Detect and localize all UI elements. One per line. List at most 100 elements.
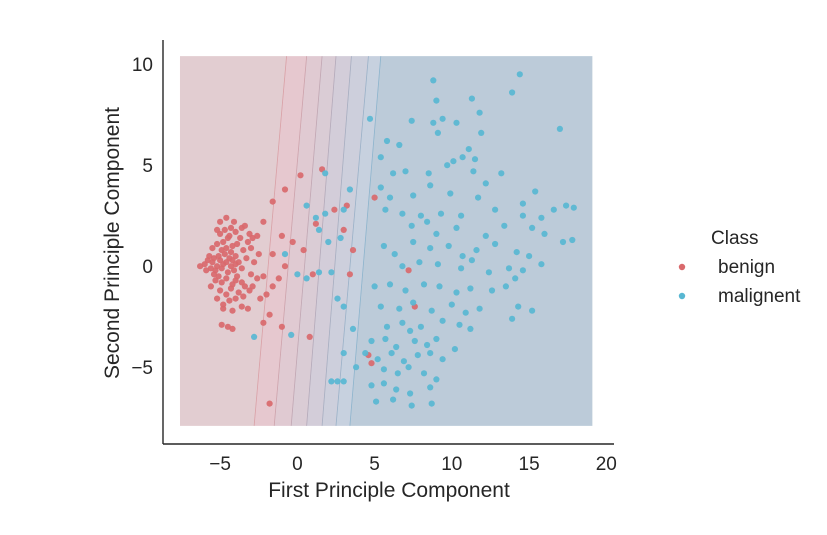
point-malignent [410,192,417,199]
point-malignent [366,115,374,122]
point-malignent [399,263,406,270]
point-malignent [393,343,400,351]
point-benign [229,307,236,314]
point-malignent [468,257,475,264]
point-malignent [473,247,480,254]
y-tick-label: 5 [142,156,153,177]
point-malignent [374,356,381,363]
point-malignent [550,206,557,213]
point-benign [237,234,244,242]
point-benign [368,360,375,367]
point-benign [306,333,313,340]
point-benign [349,247,357,254]
point-malignent [485,269,492,276]
point-malignent [538,261,545,268]
point-malignent [424,218,431,225]
point-benign [260,319,267,326]
point-malignent [532,188,539,195]
point-malignent [325,238,332,246]
point-benign [241,222,248,229]
point-malignent [334,378,341,385]
point-benign [226,232,233,239]
point-malignent [328,378,335,385]
point-benign [297,172,304,179]
point-benign [346,271,353,278]
point-benign [217,218,224,225]
point-malignent [526,253,533,260]
point-benign [203,267,210,274]
point-benign [249,283,256,290]
point-malignent [458,212,465,219]
decision-band [291,56,336,426]
point-malignent [556,125,564,132]
point-malignent [399,319,406,326]
point-benign [309,271,316,278]
point-benign [214,240,221,248]
point-malignent [508,89,516,96]
point-malignent [340,303,347,310]
decision-band [179,56,287,426]
point-malignent [380,366,387,373]
legend-title: Class [711,228,759,249]
y-tick-label: −5 [131,358,153,379]
point-malignent [420,370,428,377]
point-malignent [505,265,513,272]
point-benign [371,194,378,201]
decision-band [274,56,323,426]
legend-label-benign: benign [718,257,775,278]
point-benign [209,245,216,252]
point-malignent [538,214,545,221]
point-malignent [476,305,483,312]
point-benign [266,400,273,407]
point-malignent [380,380,387,387]
point-malignent [492,206,499,213]
point-malignent [569,236,576,244]
data-points [197,71,577,409]
point-malignent [433,230,440,237]
point-malignent [394,370,401,377]
point-benign [254,232,261,239]
point-malignent [492,240,499,248]
point-malignent [416,259,423,266]
point-benign [217,287,224,294]
point-benign [206,253,213,260]
point-benign [207,283,214,290]
point-benign [260,218,267,225]
point-malignent [420,281,428,288]
point-malignent [410,299,417,306]
point-benign [218,279,225,286]
x-tick-label: 15 [519,454,540,475]
point-malignent [382,206,389,213]
point-malignent [430,119,437,126]
point-malignent [281,251,289,258]
y-axis-label: Second Principle Component [101,107,124,379]
point-malignent [377,154,384,161]
point-malignent [405,364,412,371]
point-benign [238,265,245,272]
point-malignent [315,269,323,276]
point-benign [405,267,412,274]
point-benign [300,247,307,254]
point-malignent [408,402,415,409]
point-benign [238,303,245,310]
point-malignent [428,400,435,407]
point-malignent [288,331,295,338]
point-malignent [559,238,567,246]
point-malignent [353,364,360,371]
point-malignent [346,186,353,193]
point-malignent [371,283,378,290]
point-benign [220,305,227,312]
point-benign [289,238,296,246]
decision-band [335,56,381,426]
point-benign [223,214,230,221]
point-malignent [453,119,460,126]
point-malignent [467,325,474,332]
point-malignent [439,115,446,122]
point-malignent [312,214,319,221]
point-benign [281,186,289,193]
decision-boundary-line [306,56,337,426]
point-malignent [383,137,391,145]
point-malignent [380,242,387,250]
decision-boundary-line [290,56,323,426]
point-benign [229,325,236,332]
